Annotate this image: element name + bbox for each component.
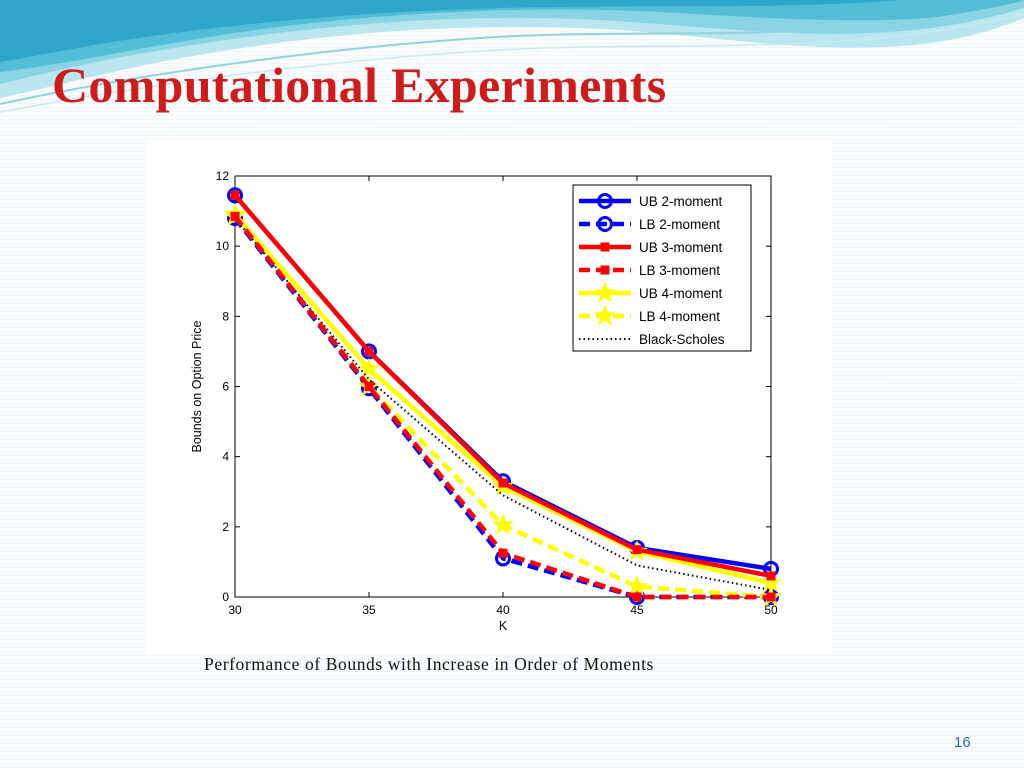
figure-caption: Performance of Bounds with Increase in O… bbox=[204, 654, 654, 674]
data-point-ub-3-moment bbox=[230, 190, 240, 200]
legend-marker-lb-2-moment bbox=[597, 216, 613, 232]
data-point-lb-3-moment bbox=[632, 592, 642, 602]
data-point-ub-2-moment bbox=[227, 187, 243, 204]
legend-marker-ub-4-moment bbox=[594, 281, 616, 303]
data-point-ub-4-moment bbox=[760, 571, 782, 593]
y-tick-label: 12 bbox=[216, 169, 230, 183]
data-point-ub-3-moment bbox=[766, 571, 776, 581]
data-point-ub-3-moment bbox=[632, 545, 642, 555]
legend-marker-lb-3-moment bbox=[600, 265, 610, 275]
legend-label-ub-2-moment: UB 2-moment bbox=[639, 194, 723, 209]
x-axis-label: K bbox=[499, 619, 508, 633]
data-point-ub-4-moment bbox=[358, 357, 380, 379]
legend-marker-ub-2-moment bbox=[597, 193, 613, 209]
data-point-lb-4-moment bbox=[626, 575, 648, 596]
legend-marker-lb-4-moment bbox=[594, 304, 616, 326]
x-tick-label: 45 bbox=[630, 603, 644, 617]
line-chart: 30 35 40 45 50 0 2 4 6 8 10 12 K Bounds on Option Pri… bbox=[190, 169, 782, 633]
data-point-ub-3-moment bbox=[498, 478, 508, 488]
y-tick-label: 0 bbox=[222, 590, 229, 604]
legend-label-lb-2-moment: LB 2-moment bbox=[639, 217, 720, 232]
chart-figure: 30 35 40 45 50 0 2 4 6 8 10 12 K Bounds on Option Pri… bbox=[146, 140, 832, 655]
legend-label-lb-3-moment: LB 3-moment bbox=[639, 263, 720, 278]
y-tick-label: 2 bbox=[222, 520, 229, 534]
y-tick-label: 4 bbox=[222, 450, 229, 464]
data-point-ub-3-moment bbox=[364, 346, 374, 356]
y-tick-label: 8 bbox=[222, 309, 229, 323]
legend-marker-ub-3-moment bbox=[600, 242, 610, 252]
legend-label-black-scholes: Black-Scholes bbox=[639, 332, 725, 347]
x-tick-label: 40 bbox=[496, 603, 510, 617]
header-wave-decoration bbox=[0, 0, 1024, 113]
data-point-lb-3-moment bbox=[766, 592, 776, 602]
data-point-lb-3-moment bbox=[230, 211, 240, 221]
x-tick-label: 35 bbox=[362, 603, 376, 617]
legend-label-ub-4-moment: UB 4-moment bbox=[639, 286, 723, 301]
y-tick-label: 6 bbox=[222, 380, 229, 394]
y-axis-label: Bounds on Option Price bbox=[190, 320, 204, 452]
page-number: 16 bbox=[954, 734, 971, 751]
data-point-lb-3-moment bbox=[498, 548, 508, 558]
series-line-black-scholes bbox=[234, 217, 772, 591]
legend-label-ub-3-moment: UB 3-moment bbox=[639, 240, 723, 255]
x-tick-label: 30 bbox=[228, 603, 242, 617]
data-point-lb-3-moment bbox=[364, 382, 374, 391]
y-tick-label: 10 bbox=[216, 239, 230, 253]
slide-title: Computational Experiments bbox=[52, 57, 667, 113]
legend-label-lb-4-moment: LB 4-moment bbox=[639, 309, 720, 324]
x-tick-label: 50 bbox=[764, 603, 778, 617]
data-point-lb-4-moment bbox=[492, 513, 514, 535]
